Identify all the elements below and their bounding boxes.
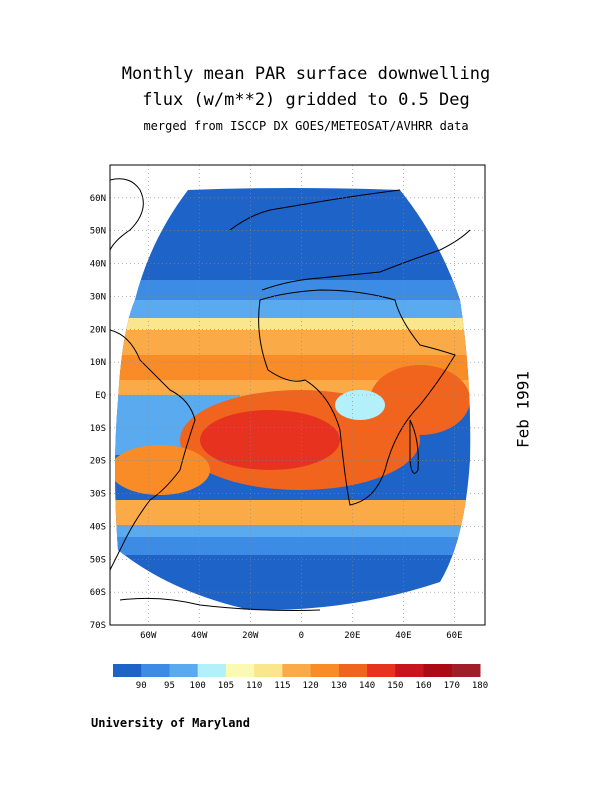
legend-swatch	[451, 664, 481, 677]
legend-swatch	[113, 664, 142, 677]
coastlines	[110, 178, 471, 611]
legend-swatch	[169, 664, 199, 677]
lat-tick-label: 10N	[90, 358, 106, 368]
date-label: Feb 1991	[513, 370, 533, 449]
lat-tick-label: 20N	[90, 325, 106, 335]
legend-label: 170	[444, 681, 460, 691]
map-frame	[109, 164, 486, 626]
lat-tick-label: 70S	[90, 621, 106, 631]
lon-tick-label: 20E	[344, 631, 360, 641]
lon-axis: 60W 40W 20W 0 20E 40E 60E	[140, 631, 462, 641]
color-legend: 90 95 100 105 110 115 120 130 140 150 160 170 180	[113, 664, 488, 691]
lon-tick-label: 40E	[395, 631, 411, 641]
legend-label: 100	[190, 681, 206, 691]
legend-swatch	[338, 664, 368, 677]
legend-label: 95	[164, 681, 175, 691]
legend-swatch	[367, 664, 396, 677]
legend-label: 140	[359, 681, 375, 691]
lat-tick-label: 60S	[90, 588, 106, 598]
legend-swatch	[395, 664, 425, 677]
legend-label: 150	[387, 681, 403, 691]
lat-tick-label: 30N	[90, 292, 106, 302]
grid-lines	[110, 165, 485, 626]
lat-tick-label: 60N	[90, 194, 106, 204]
legend-swatch	[282, 664, 312, 677]
legend-label: 130	[331, 681, 347, 691]
lon-tick-label: 60E	[446, 631, 462, 641]
legend-label: 105	[218, 681, 234, 691]
lat-axis: 60N 50N 40N 30N 20N 10N EQ 10S 20S 30S 40S 50S 60S 70…	[90, 194, 106, 631]
legend-swatch	[310, 664, 340, 677]
legend-swatch	[423, 664, 453, 677]
lon-tick-label: 20W	[242, 631, 259, 641]
lon-tick-label: 60W	[140, 631, 157, 641]
lat-tick-label: 40N	[90, 260, 106, 270]
legend-label: 160	[415, 681, 431, 691]
title-line-1: Monthly mean PAR surface downwelling	[121, 64, 491, 84]
legend-swatch	[254, 664, 283, 677]
legend-swatch	[141, 664, 170, 677]
lon-tick-label: 40W	[191, 631, 208, 641]
legend-label: 90	[136, 681, 147, 691]
legend-label: 110	[246, 681, 262, 691]
lat-tick-label: 30S	[90, 490, 106, 500]
legend-label: 120	[302, 681, 318, 691]
lat-tick-label: 40S	[90, 522, 106, 532]
lat-tick-label: 50S	[90, 555, 106, 565]
title-line-2: flux (w/m**2) gridded to 0.5 Deg	[142, 90, 470, 110]
lat-tick-label: 10S	[90, 424, 106, 434]
lat-tick-label: 50N	[90, 227, 106, 237]
lat-tick-label: EQ	[95, 391, 106, 401]
title-line-3: merged from ISCCP DX GOES/METEOSAT/AVHRR…	[143, 119, 469, 133]
legend-label: 115	[274, 681, 290, 691]
legend-swatch	[225, 664, 255, 677]
legend-swatch	[197, 664, 227, 677]
footer-credit: University of Maryland	[91, 716, 250, 730]
par-field	[115, 188, 471, 611]
lon-tick-label: 0	[299, 631, 304, 641]
lat-tick-label: 20S	[90, 457, 106, 467]
legend-label: 180	[472, 681, 488, 691]
